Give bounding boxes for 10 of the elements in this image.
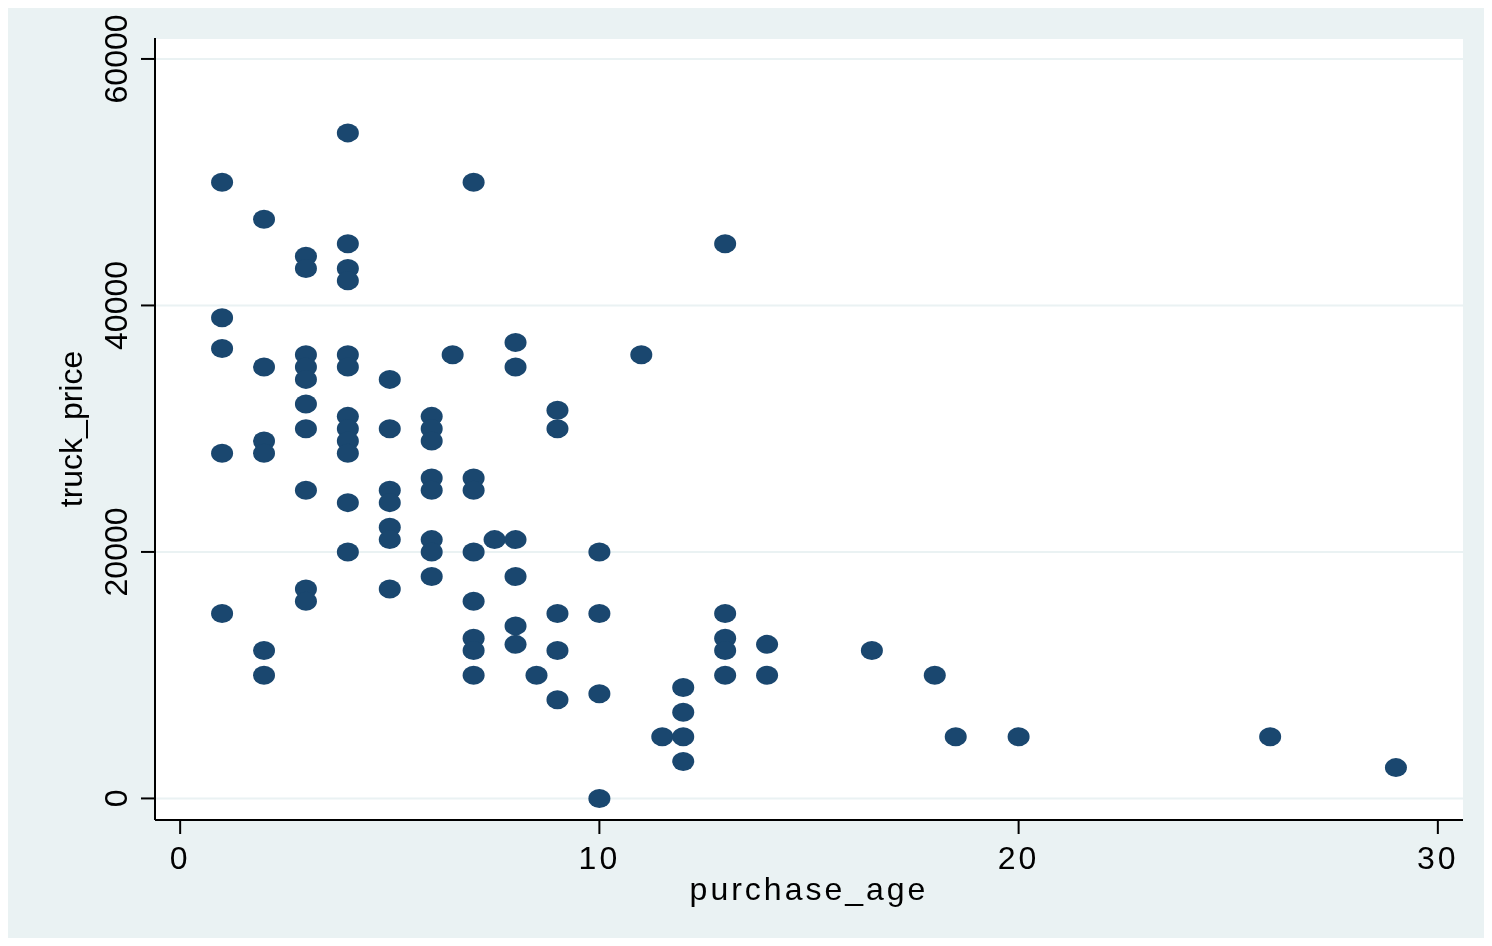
x-axis-title: purchase_age bbox=[689, 871, 929, 907]
x-tick-label: 30 bbox=[1417, 839, 1459, 876]
y-tick-label: 60000 bbox=[98, 14, 134, 104]
y-tick-label: 40000 bbox=[98, 260, 134, 350]
y-axis-title: truck_price bbox=[53, 350, 89, 508]
x-tick-label: 0 bbox=[169, 839, 191, 876]
y-tick-label: 20000 bbox=[98, 507, 134, 597]
x-tick-label: 10 bbox=[578, 839, 621, 876]
y-tick-label: 0 bbox=[98, 789, 134, 808]
x-tick-label: 20 bbox=[997, 839, 1040, 876]
